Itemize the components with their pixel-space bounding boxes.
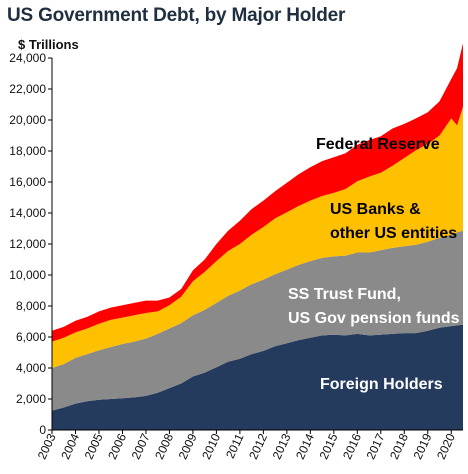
- x-tick-label: 2015: [317, 431, 341, 461]
- chart-title: US Government Debt, by Major Holder: [7, 5, 346, 26]
- series-annotation: Foreign Holders: [320, 376, 443, 393]
- y-tick-label: 2,000: [16, 392, 46, 406]
- x-tick-label: 2016: [340, 431, 364, 461]
- x-tick-label: 2014: [293, 431, 317, 461]
- series-annotation: SS Trust Fund,: [288, 286, 401, 303]
- area-series-2: [52, 106, 463, 369]
- x-tick-label: 2004: [58, 431, 82, 461]
- x-tick-label: 2009: [176, 431, 200, 461]
- y-tick-label: 0: [39, 423, 46, 437]
- area-layers: [52, 43, 463, 430]
- y-tick-label: 24,000: [9, 51, 46, 65]
- series-annotation: Federal Reserve: [316, 136, 440, 153]
- x-tick-label: 2020: [434, 431, 458, 461]
- x-tick-label: 2013: [270, 431, 294, 461]
- x-tick-label: 2005: [82, 431, 106, 461]
- series-annotations: Federal Reserve US Banks & other US entiti…: [288, 136, 460, 393]
- x-tick-label: 2012: [246, 431, 270, 461]
- y-tick-label: 10,000: [9, 268, 46, 282]
- y-tick-label: 16,000: [9, 175, 46, 189]
- x-tick-label: 2017: [364, 431, 388, 461]
- y-tick-label: 14,000: [9, 206, 46, 220]
- x-tick-label: 2011: [223, 431, 247, 461]
- area-series-0: [52, 324, 463, 430]
- series-annotation: US Banks &: [330, 201, 421, 218]
- y-tick-label: 12,000: [9, 237, 46, 251]
- x-tick-label: 2018: [387, 431, 411, 461]
- x-tick-label: 2008: [152, 431, 176, 461]
- x-tick-label: 2006: [105, 431, 129, 461]
- y-tick-label: 20,000: [9, 113, 46, 127]
- x-tick-label: 2019: [411, 431, 435, 461]
- y-tick-label: 4,000: [16, 361, 46, 375]
- series-annotation: other US entities: [330, 225, 457, 242]
- y-tick-label: 8,000: [16, 299, 46, 313]
- y-tick-label: 22,000: [9, 82, 46, 96]
- x-tick-label: 2010: [199, 431, 223, 461]
- y-axis-unit-label: $ Trillions: [18, 37, 79, 52]
- area-series-1: [52, 230, 463, 411]
- y-tick-label: 6,000: [16, 330, 46, 344]
- series-annotation: US Gov pension funds: [288, 310, 460, 327]
- y-tick-label: 18,000: [9, 144, 46, 158]
- x-tick-label: 2007: [129, 431, 153, 461]
